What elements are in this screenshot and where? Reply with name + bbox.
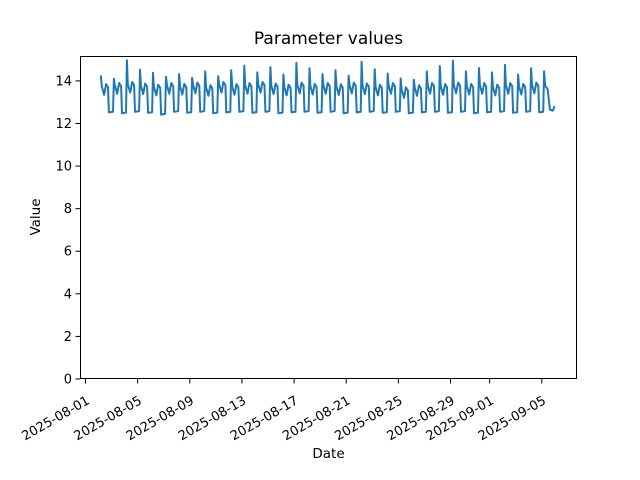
y-tick-label: 6 bbox=[64, 245, 72, 260]
y-tick-label: 2 bbox=[64, 330, 72, 345]
data-line-parameter-values bbox=[99, 59, 556, 116]
axes-frame bbox=[80, 56, 577, 379]
y-tick-label: 12 bbox=[55, 117, 72, 132]
y-tick-label: 0 bbox=[64, 373, 72, 388]
y-tick-label: 14 bbox=[55, 74, 72, 89]
x-axis-label: Date bbox=[312, 446, 345, 462]
y-tick-label: 8 bbox=[64, 202, 72, 217]
y-tick-label: 10 bbox=[55, 160, 72, 175]
y-axis-label: Value bbox=[28, 198, 44, 236]
y-tick-label: 4 bbox=[64, 287, 72, 302]
chart-title: Parameter values bbox=[253, 29, 404, 49]
